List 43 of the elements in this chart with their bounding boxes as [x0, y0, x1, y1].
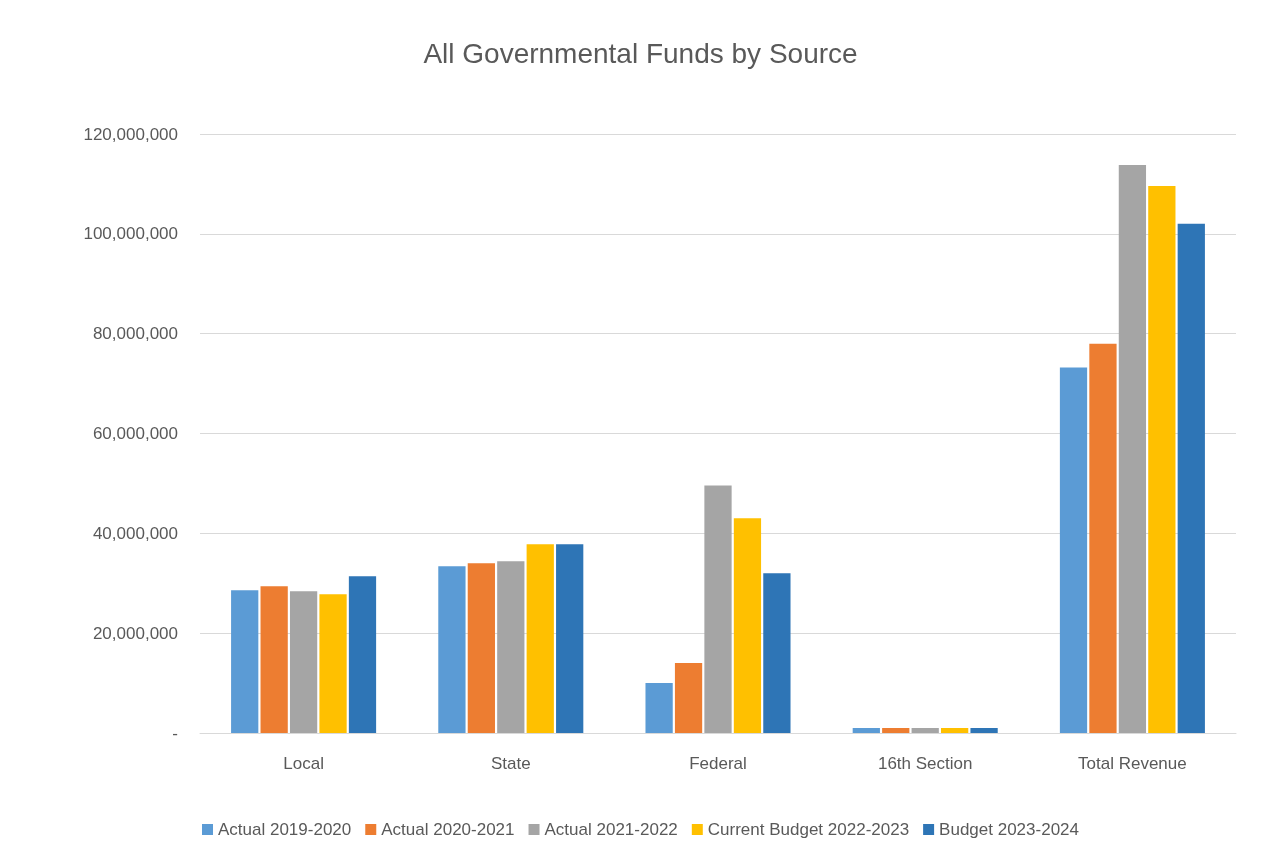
x-tick-label: Federal: [689, 754, 747, 773]
y-tick-label: -: [172, 723, 178, 743]
bar: [260, 586, 288, 733]
bar: [1177, 223, 1205, 733]
bar: [319, 594, 347, 733]
bar: [852, 728, 880, 733]
legend-label: Actual 2019-2020: [217, 820, 352, 839]
legend-label: Actual 2020-2021: [381, 820, 515, 839]
y-tick-label: 120,000,000: [83, 124, 178, 144]
bar: [941, 728, 969, 733]
bar: [231, 590, 259, 733]
x-tick-label: 16th Section: [877, 754, 973, 773]
bar: [1148, 185, 1176, 733]
bar: [763, 573, 791, 733]
bar: [497, 561, 525, 733]
y-tick-label: 20,000,000: [92, 623, 178, 643]
bar: [970, 728, 998, 733]
y-tick-label: 100,000,000: [83, 224, 178, 244]
legend-label: Current Budget 2022-2023: [707, 820, 910, 839]
bar: [674, 663, 703, 733]
bar: [556, 544, 584, 733]
bar: [289, 591, 318, 733]
bar: [1118, 164, 1147, 733]
chart-title: All Governmental Funds by Source: [423, 37, 858, 69]
y-tick-label: 40,000,000: [92, 523, 178, 543]
bar: [733, 518, 762, 733]
x-tick-label: Local: [283, 754, 324, 773]
bar: [348, 576, 377, 733]
bar: [1059, 367, 1088, 733]
x-tick-label: State: [490, 754, 531, 773]
y-tick-label: 80,000,000: [92, 324, 178, 344]
y-tick-label: 60,000,000: [92, 424, 178, 443]
x-tick-label: Total Revenue: [1078, 754, 1187, 773]
bar: [467, 563, 495, 733]
bar: [526, 544, 554, 733]
bar: [645, 683, 673, 733]
legend-label: Actual 2021-2022: [544, 820, 678, 839]
legend-label: Budget 2023-2024: [939, 820, 1080, 839]
bar: [1089, 343, 1117, 733]
bar: [911, 728, 939, 733]
bar: [704, 485, 732, 733]
bar: [438, 566, 466, 733]
bar: [882, 728, 910, 733]
